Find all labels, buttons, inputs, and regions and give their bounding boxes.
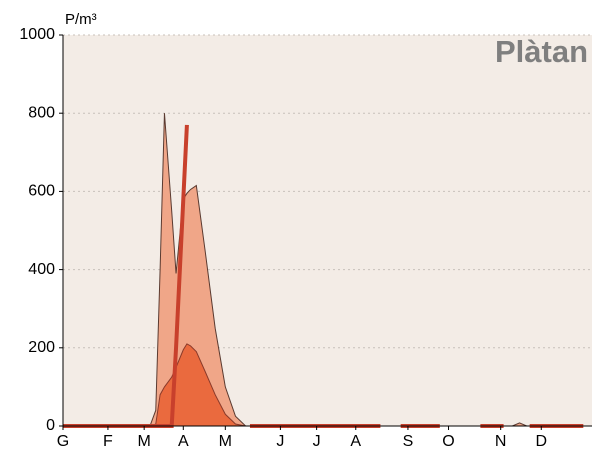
y-tick-label: 1000 — [19, 26, 55, 43]
x-tick-label: N — [495, 433, 507, 450]
plot-area — [63, 35, 592, 426]
x-tick-label: F — [103, 433, 113, 450]
y-tick-label: 400 — [28, 261, 55, 278]
x-tick-label: G — [57, 433, 69, 450]
x-tick-label: J — [276, 433, 284, 450]
x-tick-label: M — [137, 433, 150, 450]
y-axis-unit: P/m³ — [65, 11, 97, 28]
y-tick-label: 800 — [28, 104, 55, 121]
x-tick-label: S — [403, 433, 414, 450]
area — [63, 113, 592, 427]
x-tick-label: O — [442, 433, 454, 450]
x-tick-label: A — [178, 433, 189, 450]
y-tick-label: 200 — [28, 339, 55, 356]
x-tick-label: J — [313, 433, 321, 450]
chart-title: Plàtan — [495, 34, 588, 69]
x-tick-label: D — [535, 433, 547, 450]
x-tick-label: M — [219, 433, 232, 450]
x-tick-label: A — [350, 433, 361, 450]
y-tick-label: 0 — [46, 417, 55, 434]
y-tick-label: 600 — [28, 183, 55, 200]
